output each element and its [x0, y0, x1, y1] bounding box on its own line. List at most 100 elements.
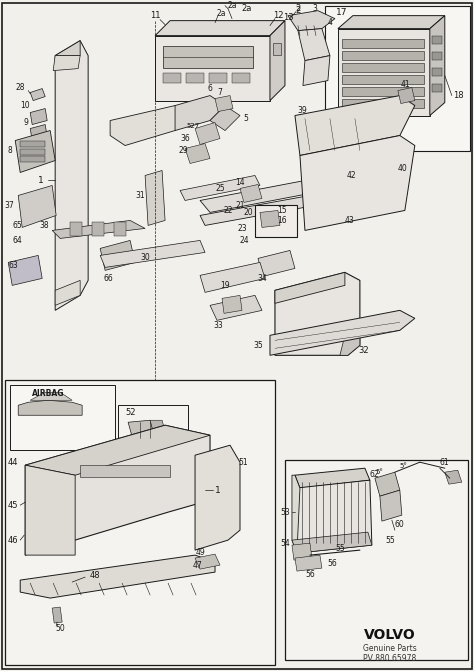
Text: 48: 48 [90, 570, 100, 580]
Circle shape [53, 603, 61, 611]
Bar [432, 36, 442, 44]
Text: 55: 55 [335, 544, 345, 553]
Polygon shape [375, 472, 400, 496]
Text: 2a: 2a [227, 1, 237, 10]
Text: 64: 64 [12, 236, 22, 245]
Polygon shape [128, 420, 155, 440]
Polygon shape [155, 21, 285, 36]
Polygon shape [55, 41, 80, 56]
Text: 60: 60 [395, 519, 405, 529]
Polygon shape [295, 555, 322, 571]
Bar [5, 380, 275, 665]
Polygon shape [338, 29, 430, 115]
Bar [20, 156, 45, 162]
Text: 40: 40 [398, 164, 408, 173]
Bar [163, 72, 181, 83]
Text: 1: 1 [215, 486, 221, 495]
Polygon shape [270, 21, 285, 101]
Text: 7: 7 [218, 88, 222, 97]
Text: 47: 47 [192, 560, 202, 570]
Text: Genuine Parts: Genuine Parts [363, 643, 417, 652]
Polygon shape [258, 250, 295, 276]
Text: 9: 9 [23, 118, 28, 127]
Polygon shape [145, 170, 165, 225]
Bar [10, 385, 115, 450]
Polygon shape [195, 446, 240, 550]
Text: 55: 55 [385, 535, 395, 545]
Polygon shape [55, 280, 80, 305]
Bar [118, 405, 188, 457]
Text: 38: 38 [39, 221, 49, 230]
Polygon shape [195, 123, 220, 144]
Polygon shape [260, 211, 280, 227]
Text: 17: 17 [336, 8, 347, 17]
Text: 33: 33 [213, 321, 223, 330]
Polygon shape [180, 176, 260, 201]
Polygon shape [195, 554, 220, 569]
Polygon shape [25, 425, 210, 555]
Text: 2: 2 [295, 6, 301, 15]
Text: 51: 51 [238, 458, 247, 467]
Text: 14: 14 [235, 178, 245, 187]
Text: 19: 19 [220, 281, 230, 290]
Text: AIRBAG: AIRBAG [32, 389, 64, 398]
Text: 32: 32 [358, 346, 368, 355]
Polygon shape [52, 607, 62, 623]
Polygon shape [395, 148, 412, 166]
Polygon shape [110, 105, 190, 146]
Polygon shape [30, 89, 45, 101]
Polygon shape [340, 336, 360, 356]
Polygon shape [300, 136, 415, 230]
Polygon shape [200, 262, 265, 293]
Polygon shape [210, 105, 240, 131]
Polygon shape [53, 56, 80, 70]
Polygon shape [25, 465, 75, 555]
Polygon shape [55, 41, 88, 311]
Polygon shape [30, 109, 47, 125]
Polygon shape [275, 272, 360, 356]
Text: 49: 49 [195, 548, 205, 557]
Text: 2: 2 [295, 4, 301, 13]
Bar [186, 72, 204, 83]
Bar [255, 205, 297, 238]
Text: 44: 44 [8, 458, 18, 467]
Text: 43: 43 [345, 216, 355, 225]
Text: 36: 36 [180, 134, 190, 143]
Polygon shape [292, 532, 372, 553]
Text: 56: 56 [327, 558, 337, 568]
Text: 39: 39 [297, 106, 307, 115]
Text: 3: 3 [312, 4, 318, 13]
Text: 66: 66 [103, 274, 113, 283]
Polygon shape [292, 543, 312, 560]
Text: 5°: 5° [376, 469, 384, 475]
Polygon shape [30, 393, 72, 401]
Polygon shape [52, 221, 145, 238]
Text: 50: 50 [55, 623, 65, 633]
Text: PV 880 65978: PV 880 65978 [363, 654, 417, 662]
Text: 62: 62 [369, 470, 379, 478]
Bar [80, 465, 170, 477]
Polygon shape [295, 95, 415, 156]
Polygon shape [303, 56, 330, 86]
Polygon shape [18, 401, 82, 415]
Polygon shape [15, 131, 55, 172]
Text: 53: 53 [280, 508, 290, 517]
Text: 24: 24 [239, 236, 249, 245]
Text: 30: 30 [140, 253, 150, 262]
Text: 12: 12 [273, 11, 283, 20]
Text: 46: 46 [8, 535, 18, 545]
Polygon shape [380, 491, 402, 521]
Text: 22: 22 [223, 206, 233, 215]
Text: 11: 11 [150, 11, 160, 20]
Polygon shape [114, 222, 126, 236]
Polygon shape [155, 36, 270, 101]
Bar [342, 39, 424, 48]
Polygon shape [200, 180, 315, 213]
Text: 20: 20 [243, 208, 253, 217]
Text: 5: 5 [244, 114, 248, 123]
Bar [163, 46, 253, 68]
Text: 4: 4 [328, 18, 332, 27]
Text: 16: 16 [277, 216, 287, 225]
Text: 29: 29 [178, 146, 188, 155]
Text: 52: 52 [125, 408, 136, 417]
